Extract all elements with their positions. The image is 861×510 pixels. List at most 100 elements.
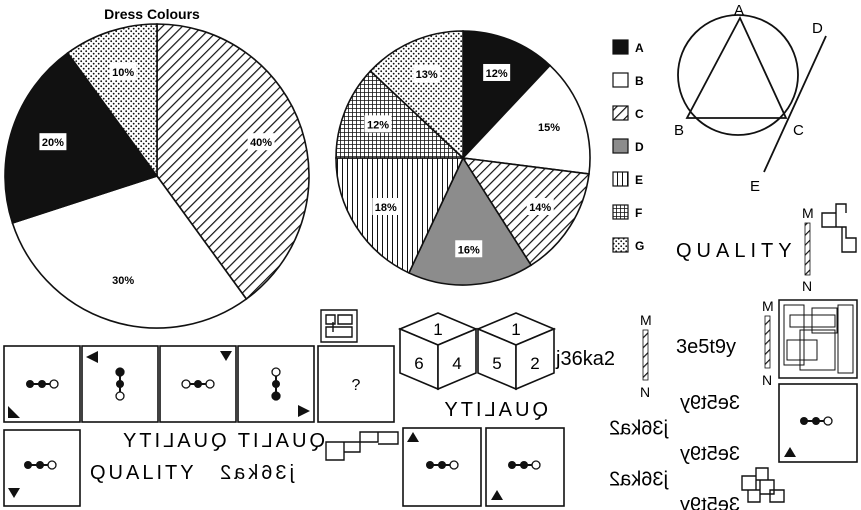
mirror-code-line: j36ka2 (609, 418, 669, 440)
ball-black (36, 461, 44, 469)
mirror-bar (804, 222, 811, 276)
mirror-code-figure: 3e5t9y M N (676, 298, 858, 388)
ball-black (438, 461, 446, 469)
code1-text: j36ka2 (555, 348, 615, 370)
corner-triangle (784, 447, 796, 457)
label-e: E (750, 178, 760, 195)
label-d: D (812, 20, 823, 37)
ball-black (24, 461, 32, 469)
mirror-n-label-2: N (762, 372, 772, 388)
pie-slice (461, 156, 590, 267)
strip-block-shape (325, 431, 399, 461)
slice-label-bg (372, 197, 400, 215)
legend-label: F (635, 206, 642, 220)
pie-legend: A B C D E F G (612, 39, 644, 253)
code2-text: 3e5t9y (676, 336, 736, 358)
strip-top-mirror: QUALIT QUALITY (120, 430, 325, 452)
circumcircle (677, 14, 799, 136)
slice-label: 16% (458, 244, 480, 256)
label-a: A (734, 2, 744, 19)
pie-slice (407, 156, 533, 286)
ball-black (116, 380, 124, 388)
ball (115, 391, 125, 401)
slice-label: 12% (367, 119, 389, 131)
die-right-number: 4 (452, 354, 461, 373)
slice-label: 10% (112, 67, 134, 79)
mirror-code-line: 3e5t9y (680, 494, 740, 510)
legend-label: D (635, 140, 644, 154)
slice-label-bg (109, 62, 137, 80)
slice-label: 13% (416, 69, 438, 81)
pie-slice (66, 23, 158, 179)
ball-white (531, 460, 541, 470)
overlapping-squares (783, 304, 854, 374)
slice-label-bg (535, 118, 563, 136)
label-b: B (674, 122, 684, 139)
pie-slice (11, 175, 248, 329)
mirror-m-label-3: M (640, 312, 652, 328)
slice-label-bg (413, 65, 441, 83)
mirror-n-label-3: N (640, 384, 650, 400)
puzzle-panel-answer (317, 345, 395, 423)
ball-white (205, 379, 215, 389)
ball (271, 391, 281, 401)
ball-white (823, 416, 833, 426)
die-right-face (515, 327, 555, 391)
ball-black (38, 380, 46, 388)
stack-block-shape (741, 467, 785, 503)
ball-black (800, 417, 808, 425)
quality-text: QUALITY (676, 240, 797, 262)
die-top-number: 1 (433, 320, 442, 339)
ball-black (520, 461, 528, 469)
pie-slice (461, 64, 591, 175)
corner-triangle (407, 432, 419, 442)
corner-triangle (86, 351, 98, 363)
ball-black (272, 380, 280, 388)
legend-swatch (612, 72, 629, 88)
legend-swatch (612, 237, 629, 253)
ball-black (26, 380, 34, 388)
ball-white (47, 460, 57, 470)
small-block-figure (320, 309, 358, 343)
second-pie: 12% 15% 14% 16% 18% 12% 13% (335, 30, 591, 286)
die-left-number: 5 (492, 354, 501, 373)
corner-triangle (8, 488, 20, 498)
mirror-quality-figure: QUALITY M N (676, 203, 857, 294)
slice-label-bg (364, 115, 392, 133)
block-shape (821, 203, 857, 253)
pie-slice (335, 69, 466, 159)
die-top-number: 1 (511, 320, 520, 339)
circle-tangent-diagram: A B C D E (674, 2, 827, 195)
slice-label-bg (247, 133, 275, 151)
legend-swatch (612, 204, 629, 220)
ball-black (812, 417, 820, 425)
chart-title: Dress Colours (104, 6, 200, 22)
dress-colours-pie: 40% 30% 20% 10% (4, 23, 310, 329)
slice-label: 12% (486, 68, 508, 80)
ball (115, 367, 125, 377)
legend-swatch (612, 171, 629, 187)
die-right-number: 2 (530, 354, 539, 373)
die-left-number: 6 (414, 354, 423, 373)
overlapping-squares-box (778, 299, 858, 379)
inscribed-triangle (685, 15, 788, 119)
pie-slice (156, 23, 310, 301)
mirror-n-label: N (802, 278, 812, 294)
ball-white (449, 460, 459, 470)
slice-label-bg (109, 271, 137, 289)
slice-label: 14% (529, 202, 551, 214)
quality-mirror-under-dice: QUALITY (441, 399, 548, 421)
slice-label: 15% (538, 122, 560, 134)
slice-label-bg (455, 240, 483, 258)
sequence-puzzle: ? (3, 345, 858, 507)
slice-label-bg (526, 197, 554, 215)
ball-white (49, 379, 59, 389)
mirror-bar-2 (764, 315, 771, 369)
label-c: C (793, 122, 804, 139)
question-mark: ? (352, 377, 361, 394)
slice-label-bg (483, 63, 511, 81)
corner-triangle (491, 490, 503, 500)
mirror-bar-3 (642, 329, 649, 381)
corner-triangle (298, 405, 310, 417)
